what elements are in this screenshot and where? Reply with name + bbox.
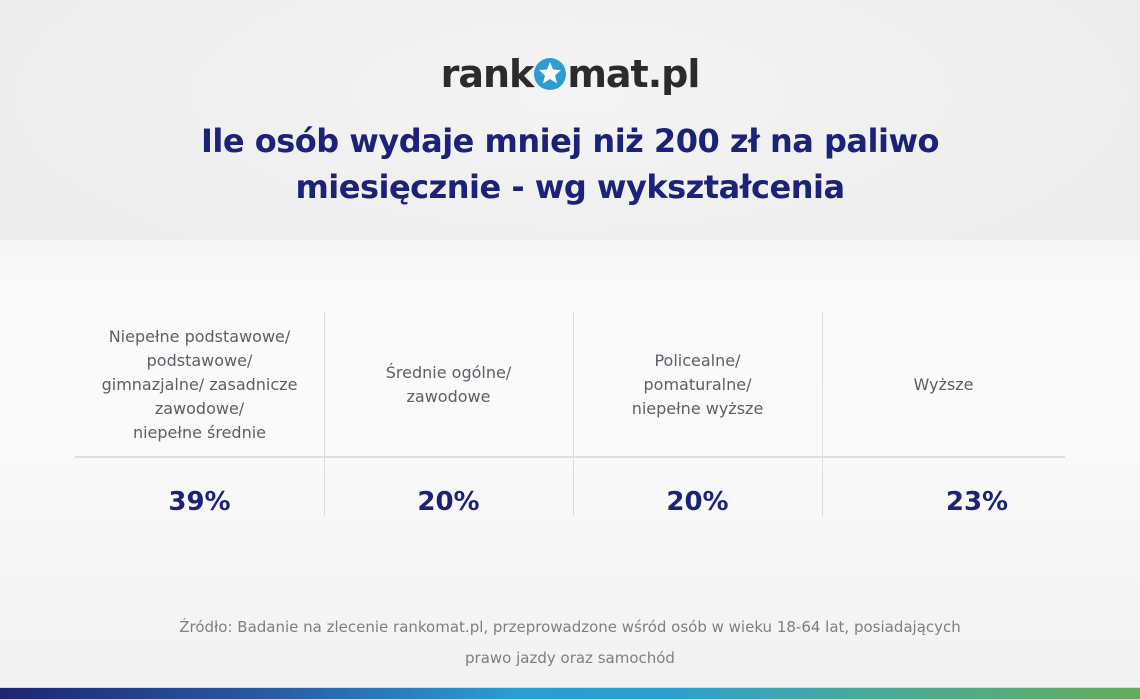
vertical-divider xyxy=(324,312,325,516)
column-header: Wyższe xyxy=(822,312,1065,457)
percentage-value: 20% xyxy=(666,487,729,517)
education-table: Niepełne podstawowe/ podstawowe/ gimnazj… xyxy=(75,312,1065,517)
percentage-value: 20% xyxy=(417,487,480,517)
source-note: Źródło: Badanie na zlecenie rankomat.pl,… xyxy=(0,612,1140,674)
bottom-gradient-bar xyxy=(0,687,1140,699)
column-header: Średnie ogólne/ zawodowe xyxy=(324,312,573,457)
logo-text-left: rank xyxy=(440,52,535,96)
column-header: Policealne/ pomaturalne/ niepełne wyższe xyxy=(573,312,822,457)
horizontal-divider xyxy=(75,456,1065,458)
column-header-label: Wyższe xyxy=(913,374,974,394)
percentage-value: 23% xyxy=(945,487,1009,517)
rankomat-logo: rank mat.pl xyxy=(0,50,1140,98)
source-line-2: prawo jazdy oraz samochód xyxy=(465,649,675,667)
title-line-2: miesięcznie - wg wykształcenia xyxy=(295,168,845,206)
header-background xyxy=(0,0,1140,240)
percentage-value: 39% xyxy=(168,487,231,517)
column-header-label: Średnie ogólne/ zawodowe xyxy=(385,362,512,406)
column-header-label: Niepełne podstawowe/ podstawowe/ gimnazj… xyxy=(101,326,298,442)
column-header: Niepełne podstawowe/ podstawowe/ gimnazj… xyxy=(75,312,324,457)
vertical-divider xyxy=(573,312,574,516)
vertical-divider xyxy=(822,312,823,516)
logo-text-right: mat.pl xyxy=(567,52,700,96)
star-circle-icon xyxy=(534,58,567,90)
source-line-1: Źródło: Badanie na zlecenie rankomat.pl,… xyxy=(179,618,961,636)
page-title: Ile osób wydaje mniej niż 200 zł na pali… xyxy=(0,118,1140,210)
column-header-label: Policealne/ pomaturalne/ niepełne wyższe xyxy=(631,350,764,418)
title-line-1: Ile osób wydaje mniej niż 200 zł na pali… xyxy=(200,122,940,160)
